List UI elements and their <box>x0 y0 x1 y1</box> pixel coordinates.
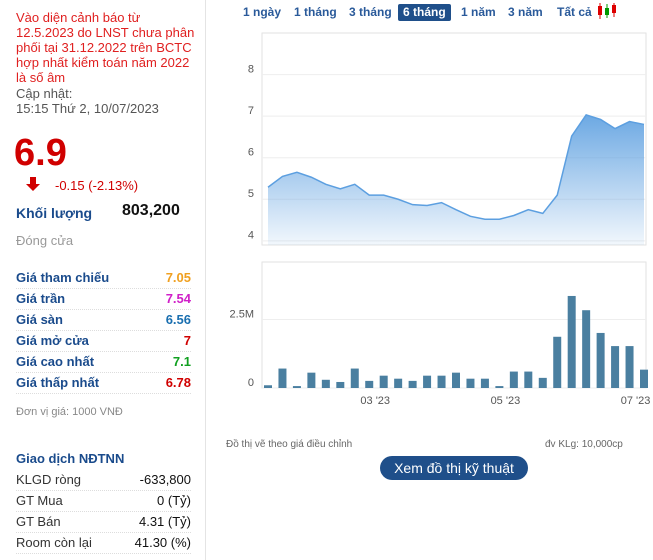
volume-bar <box>423 375 432 388</box>
foreign-label: KLGD ròng <box>16 472 82 487</box>
stat-value: 7 <box>183 333 191 348</box>
period-tab[interactable]: 1 tháng <box>294 5 337 19</box>
foreign-value: -633,800 <box>139 472 191 487</box>
volume-bar <box>321 379 330 388</box>
x-tick-label: 03 '23 <box>360 395 390 407</box>
volume-bar <box>408 380 417 388</box>
updated-time: 15:15 Thứ 2, 10/07/2023 <box>16 101 159 116</box>
y-tick-label: 7 <box>248 105 254 117</box>
price-change: -0.15 (-2.13%) <box>55 178 139 193</box>
technical-chart-button[interactable]: Xem đồ thị kỹ thuật <box>380 456 528 480</box>
stat-label: Giá tham chiếu <box>16 270 110 285</box>
stat-row: Giá cao nhất 7.1 <box>16 352 191 373</box>
volume-label: Khối lượng <box>16 205 93 221</box>
y-tick-label: 8 <box>248 63 254 75</box>
foreign-row: GT Bán 4.31 (Tỷ) <box>16 512 191 533</box>
foreign-row: KLGD ròng -633,800 <box>16 470 191 491</box>
volume-bar <box>495 386 504 388</box>
candle-icon[interactable] <box>597 2 619 20</box>
foreign-value: 0 (Tỷ) <box>157 493 191 508</box>
period-tab[interactable]: 6 tháng <box>398 4 451 21</box>
foreign-value: 41.30 (%) <box>134 535 191 550</box>
volume-bar <box>538 377 547 388</box>
period-tab[interactable]: 3 năm <box>508 5 543 19</box>
volume-bar <box>350 368 359 388</box>
volume-bar <box>292 386 301 388</box>
stat-value: 7.54 <box>165 291 191 306</box>
y-tick-label: 4 <box>248 230 254 242</box>
chart-note: Đồ thị vẽ theo giá điều chỉnh <box>226 439 353 450</box>
x-tick-label: 07 '23 <box>621 395 651 407</box>
price: 6.9 <box>14 132 67 174</box>
x-tick-label: 05 '23 <box>491 395 521 407</box>
stat-row: Giá trần 7.54 <box>16 289 191 310</box>
stat-label: Giá mở cửa <box>16 333 89 348</box>
volume-bar <box>278 368 287 388</box>
unit-note: Đơn vị giá: 1000 VNĐ <box>16 406 123 418</box>
stat-value: 7.1 <box>172 354 191 369</box>
y-tick-label: 2.5M <box>230 308 254 320</box>
volume-bar <box>509 371 518 388</box>
volume-value: 803,200 <box>122 202 180 219</box>
volume-bar <box>567 295 576 388</box>
stat-value: 6.78 <box>165 375 191 390</box>
stat-row: Giá thấp nhất 6.78 <box>16 373 191 394</box>
stat-label: Giá trần <box>16 291 66 306</box>
stat-value: 7.05 <box>165 270 191 285</box>
period-tab[interactable]: 1 ngày <box>243 5 282 19</box>
foreign-row: GT Mua 0 (Tỷ) <box>16 491 191 512</box>
y-tick-label: 0 <box>248 377 254 389</box>
stat-row: Giá mở cửa 7 <box>16 331 191 352</box>
closed-status: Đóng cửa <box>16 233 74 248</box>
price-area <box>268 114 644 245</box>
foreign-label: GT Mua <box>16 493 63 508</box>
volume-bar <box>611 346 620 388</box>
volume-bar <box>625 346 634 388</box>
volume-bar <box>307 372 316 388</box>
volume-bar <box>437 375 446 388</box>
volume-bar <box>553 336 562 388</box>
y-tick-label: 6 <box>248 147 254 159</box>
stat-label: Giá cao nhất <box>16 354 95 369</box>
volume-bar <box>582 310 591 388</box>
volume-bar <box>640 369 648 388</box>
stat-label: Giá sàn <box>16 312 63 327</box>
foreign-value: 4.31 (Tỷ) <box>138 514 191 529</box>
stat-label: Giá thấp nhất <box>16 375 100 390</box>
volume-bar <box>452 372 460 388</box>
stat-row: Giá tham chiếu 7.05 <box>16 268 191 289</box>
warning: Vào diện cảnh báo từ 12.5.2023 do LNST c… <box>16 10 195 85</box>
foreign-row: Room còn lại 41.30 (%) <box>16 533 191 554</box>
volume-bar <box>394 378 403 388</box>
foreign-label: GT Bán <box>16 514 61 529</box>
y-tick-label: 5 <box>248 188 254 200</box>
down-arrow <box>26 177 40 191</box>
volume-bar <box>379 375 388 388</box>
volume-bar <box>524 371 533 388</box>
stat-value: 6.56 <box>165 312 191 327</box>
volume-unit: đv KLg: 10,000cp <box>545 439 623 450</box>
period-tab[interactable]: 3 tháng <box>349 5 392 19</box>
foreign-title: Giao dịch NĐTNN <box>16 451 125 466</box>
volume-bar <box>596 332 605 388</box>
stat-row: Giá sàn 6.56 <box>16 310 191 331</box>
volume-bar <box>336 381 345 388</box>
volume-bar <box>466 378 475 388</box>
divider <box>205 0 206 560</box>
volume-bar <box>480 378 489 388</box>
volume-bar <box>365 380 374 388</box>
period-tab[interactable]: 1 năm <box>461 5 496 19</box>
updated-label: Cập nhật: <box>16 86 73 101</box>
foreign-label: Room còn lại <box>16 535 92 550</box>
period-tab[interactable]: Tất cả <box>557 5 592 19</box>
volume-bar <box>264 385 272 388</box>
price-line <box>267 114 645 220</box>
